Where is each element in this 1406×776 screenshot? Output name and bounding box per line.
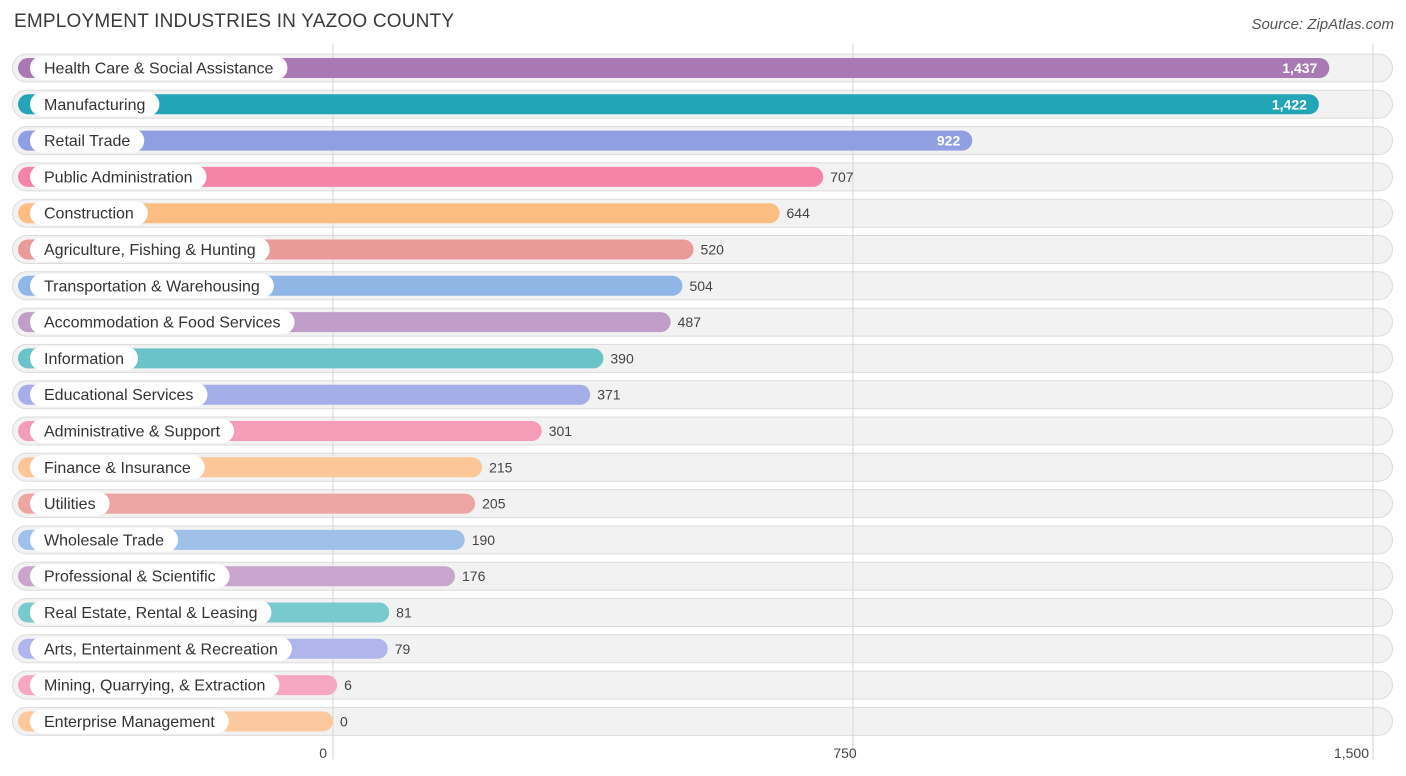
bar-group: Real Estate, Rental & Leasing 81 — [18, 600, 412, 625]
bar — [18, 130, 973, 151]
value-label: 190 — [472, 532, 496, 548]
bar-group: Wholesale Trade 190 — [18, 527, 496, 552]
bar-group: Public Administration 707 — [18, 164, 854, 189]
x-tick-label: 1,500 — [1334, 745, 1369, 761]
value-label: 390 — [610, 350, 634, 366]
value-label: 176 — [462, 568, 486, 584]
category-label: Manufacturing — [44, 97, 145, 114]
category-label: Mining, Quarrying, & Extraction — [44, 678, 265, 695]
category-label: Arts, Entertainment & Recreation — [44, 641, 278, 658]
x-axis-ticks: 0 750 1,500 — [319, 745, 1369, 761]
category-label: Administrative & Support — [44, 424, 221, 441]
bar — [18, 203, 780, 224]
value-label: 644 — [787, 205, 811, 221]
bar-group: Utilities 205 — [18, 491, 506, 516]
category-label-pill — [30, 564, 230, 589]
category-label-pill — [30, 455, 205, 480]
category-label: Information — [44, 351, 124, 368]
bar-group: Mining, Quarrying, & Extraction 6 — [18, 673, 352, 698]
category-label: Health Care & Social Assistance — [44, 61, 274, 78]
category-label: Agriculture, Fishing & Hunting — [44, 242, 256, 259]
bar-group: Accommodation & Food Services 487 — [18, 310, 702, 335]
category-label: Retail Trade — [44, 133, 130, 150]
x-tick-label: 750 — [833, 745, 857, 761]
value-label: 6 — [344, 677, 352, 693]
bar — [18, 348, 604, 369]
value-label: 1,437 — [1282, 60, 1317, 76]
category-label: Public Administration — [44, 169, 193, 186]
bar — [18, 166, 824, 187]
category-label-pill — [30, 382, 208, 407]
value-label: 0 — [340, 713, 348, 729]
bar-group: Construction 644 — [18, 201, 811, 226]
bar-group: Agriculture, Fishing & Hunting 520 — [18, 237, 725, 262]
value-label: 1,422 — [1272, 96, 1307, 112]
value-label: 487 — [678, 314, 702, 330]
value-label: 79 — [395, 641, 411, 657]
category-label-pill — [30, 673, 280, 698]
category-label-pill — [30, 310, 295, 335]
row-background — [12, 670, 1393, 700]
category-label-pill — [30, 491, 110, 516]
category-label: Wholesale Trade — [44, 532, 164, 549]
category-label: Professional & Scientific — [44, 569, 216, 586]
value-label: 81 — [396, 605, 412, 621]
value-label: 371 — [597, 387, 621, 403]
category-label-pill — [30, 164, 207, 189]
value-label: 504 — [689, 278, 713, 294]
bar — [18, 58, 1330, 78]
bar-group: Educational Services 371 — [18, 382, 621, 407]
bar-group: Information 390 — [18, 346, 634, 371]
value-label: 205 — [482, 496, 506, 512]
category-label: Educational Services — [44, 387, 193, 404]
bar-group: Enterprise Management 0 — [18, 709, 348, 734]
category-label-pill — [30, 237, 270, 262]
category-label-pill — [30, 346, 139, 371]
bar — [18, 94, 1319, 115]
bar-group: Transportation & Warehousing 504 — [18, 273, 713, 298]
chart-title: EMPLOYMENT INDUSTRIES IN YAZOO COUNTY — [14, 11, 455, 32]
category-label-pill — [30, 128, 145, 153]
bar-group: Manufacturing 1,422 — [18, 92, 1319, 117]
category-label: Finance & Insurance — [44, 460, 191, 477]
bars: Health Care & Social Assistance 1,437 Manu… — [18, 56, 1330, 734]
value-label: 922 — [937, 133, 961, 149]
category-label-pill — [30, 56, 288, 80]
bar-group: Administrative & Support 301 — [18, 419, 572, 443]
value-label: 707 — [830, 169, 854, 185]
category-label-pill — [30, 709, 229, 734]
category-label-pill — [30, 600, 272, 625]
row-background — [12, 706, 1393, 736]
bar — [18, 493, 476, 514]
category-label: Enterprise Management — [44, 714, 215, 731]
category-label-pill — [30, 419, 235, 443]
category-label-pill — [30, 273, 274, 298]
category-label-pill — [30, 636, 292, 661]
category-label: Construction — [44, 206, 134, 223]
bar-group: Retail Trade 922 — [18, 128, 973, 153]
category-label-pill — [30, 527, 179, 552]
bar-group: Health Care & Social Assistance 1,437 — [18, 56, 1330, 80]
x-tick-label: 0 — [319, 745, 327, 761]
category-label: Accommodation & Food Services — [44, 315, 281, 332]
value-label: 520 — [701, 242, 725, 258]
bar-group: Professional & Scientific 176 — [18, 564, 486, 589]
category-label-pill — [30, 201, 148, 226]
category-label: Utilities — [44, 496, 96, 513]
value-label: 215 — [489, 459, 513, 475]
category-label-pill — [30, 92, 160, 117]
bar-group: Finance & Insurance 215 — [18, 455, 513, 480]
category-label: Real Estate, Rental & Leasing — [44, 605, 257, 622]
source-note: Source: ZipAtlas.com — [1251, 16, 1394, 33]
value-label: 301 — [549, 423, 573, 439]
category-label: Transportation & Warehousing — [44, 278, 260, 295]
bar-group: Arts, Entertainment & Recreation 79 — [18, 636, 411, 661]
